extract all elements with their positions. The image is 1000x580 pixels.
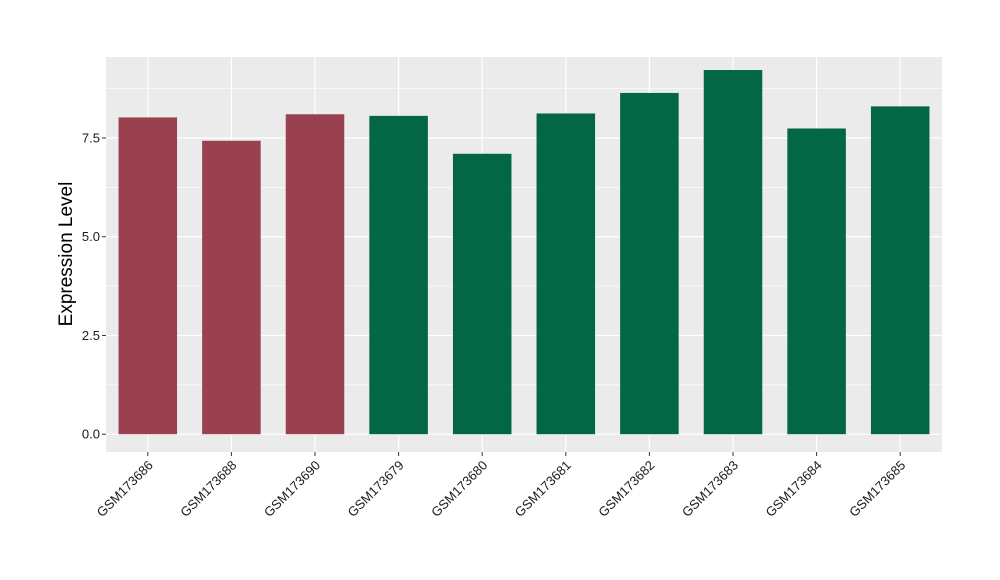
y-tick-label: 2.5 xyxy=(82,328,100,343)
bar-gsm173681 xyxy=(536,113,596,435)
y-tick-label: 5.0 xyxy=(82,229,100,244)
x-tick-label: GSM173690 xyxy=(261,458,323,520)
x-tick-label: GSM173682 xyxy=(595,458,657,520)
x-tick-label: GSM173679 xyxy=(344,458,406,520)
x-tick-label: GSM173680 xyxy=(428,458,490,520)
bar-gsm173688 xyxy=(202,140,261,435)
y-tick-label: 7.5 xyxy=(82,130,100,145)
bar-gsm173682 xyxy=(620,92,679,435)
bars xyxy=(118,70,930,435)
x-tick-label: GSM173683 xyxy=(679,458,741,520)
x-axis: GSM173686 GSM173688 GSM173690 GSM173679 GSM1… xyxy=(94,452,908,520)
x-tick-label: GSM173686 xyxy=(94,458,156,520)
bar-gsm173690 xyxy=(285,114,345,435)
bar-gsm173685 xyxy=(870,106,930,435)
y-axis: 0.0 2.5 5.0 7.5 xyxy=(82,130,106,442)
y-axis-title: Expression Level xyxy=(56,182,77,327)
x-tick-label: GSM173681 xyxy=(512,458,574,520)
y-tick-label: 0.0 xyxy=(82,427,100,442)
bar-gsm173679 xyxy=(369,115,428,435)
bar-gsm173683 xyxy=(703,70,763,435)
bar-gsm173684 xyxy=(787,128,846,435)
bar-gsm173680 xyxy=(452,153,512,435)
x-tick-label: GSM173688 xyxy=(177,458,239,520)
bar-gsm173686 xyxy=(118,117,178,435)
x-tick-label: GSM173685 xyxy=(846,458,908,520)
x-tick-label: GSM173684 xyxy=(762,458,824,520)
